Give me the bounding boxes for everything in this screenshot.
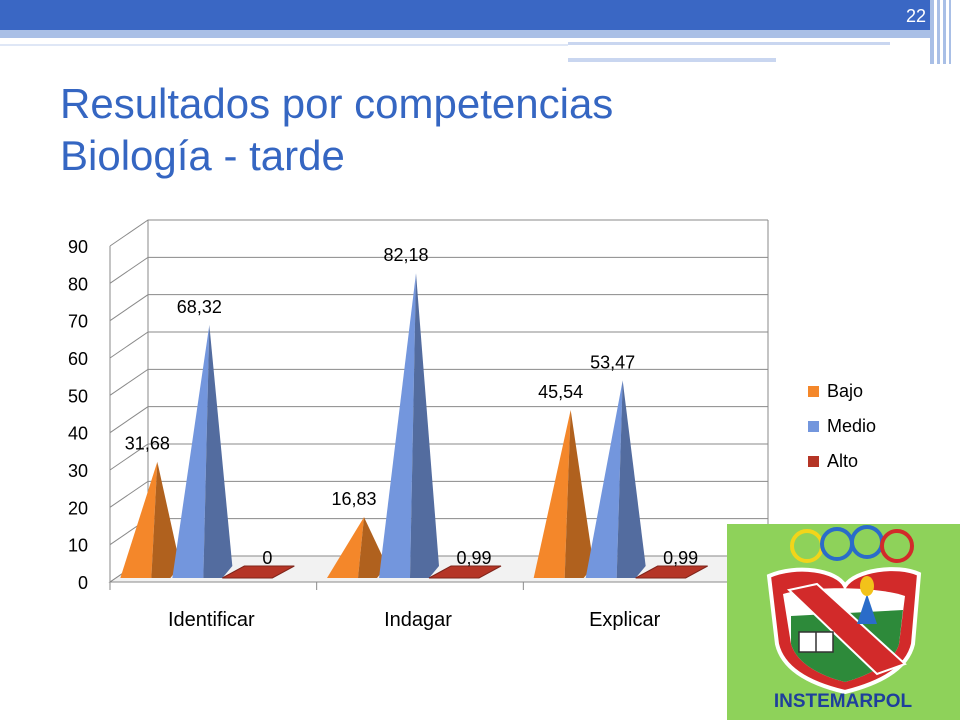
bar-medio-side [203,324,233,578]
bar-bajo [327,517,364,578]
chart-mark [222,565,295,579]
slide-number: 22 [905,6,927,26]
bar-medio [379,273,416,578]
gridline [109,368,768,396]
school-crest-icon: INSTEMARPOL [766,525,922,712]
chart-mark [327,517,387,578]
chart-mark [428,565,502,579]
header-stripe [937,0,940,64]
bar-medio-side [616,380,646,578]
data-label: 16,83 [331,489,376,509]
y-tick-label: 40 [68,424,88,444]
data-label: 31,68 [125,434,170,454]
x-category-label: Indagar [384,609,452,631]
bar-medio [585,380,623,578]
chart-mark [172,324,233,578]
legend-label-alto: Alto [827,451,859,471]
y-tick-label: 20 [68,498,88,518]
slide-title-line-2: Biología - tarde [60,132,345,179]
legend-label-bajo: Bajo [827,381,864,401]
school-logo: INSTEMARPOL [727,524,960,720]
x-category-label: Explicar [589,609,660,631]
legend-item-medio: Medio [808,409,876,444]
bar-alto [635,565,708,579]
y-tick-label: 0 [78,573,88,593]
legend-item-bajo: Bajo [808,374,876,409]
bar-bajo-side [151,461,181,578]
bar-bajo-side [564,409,594,578]
data-label: 0,99 [456,548,491,568]
gridline [109,294,768,322]
chart-mark [635,565,708,579]
legend-swatch-alto [808,456,819,467]
legend-swatch-bajo [808,386,819,397]
header-rule [568,58,776,62]
header-rule [568,42,890,45]
data-label: 0,99 [663,548,698,568]
legend-item-alto: Alto [808,444,876,479]
slide-title: Resultados por competencias Biología - t… [60,78,900,182]
data-label: 68,32 [177,297,222,317]
header-band [0,0,960,38]
chart-mark [585,380,646,578]
header-stripe [930,0,934,64]
bar-alto [222,565,295,579]
data-label: 82,18 [383,245,428,265]
chart-mark [379,273,439,578]
y-tick-label: 60 [68,349,88,369]
bar-alto [428,565,502,579]
legend-label-medio: Medio [827,416,877,436]
bar-bajo [120,461,158,578]
bar-bajo-side [358,517,387,578]
legend-swatch-medio [808,421,819,432]
header-rule [0,44,568,46]
gridline [109,406,768,434]
gridline [109,256,768,284]
gridline [109,219,768,247]
y-tick-label: 30 [68,461,88,481]
data-label: 53,47 [590,352,635,372]
y-tick-label: 10 [68,536,88,556]
x-category-label: Identificar [168,609,255,631]
bar-medio [172,324,210,578]
y-tick-label: 90 [68,237,88,257]
bar-bajo [533,409,571,578]
chart-mark [120,461,181,578]
logo-text: INSTEMARPOL [774,691,913,712]
header-stripe [943,0,946,64]
gridline [109,331,768,359]
bar-medio-side [410,273,439,578]
data-label: 45,54 [538,382,583,402]
y-tick-label: 70 [68,312,88,332]
y-tick-label: 50 [68,386,88,406]
header-band-main [0,0,930,30]
gridline [109,443,768,471]
data-label: 0 [262,548,272,568]
y-tick-label: 80 [68,274,88,294]
chart-legend: Bajo Medio Alto [808,374,876,479]
header-band-light [0,30,930,38]
chart-mark [533,409,594,578]
slide-title-line-1: Resultados por competencias [60,80,614,127]
header-stripe [949,0,951,64]
